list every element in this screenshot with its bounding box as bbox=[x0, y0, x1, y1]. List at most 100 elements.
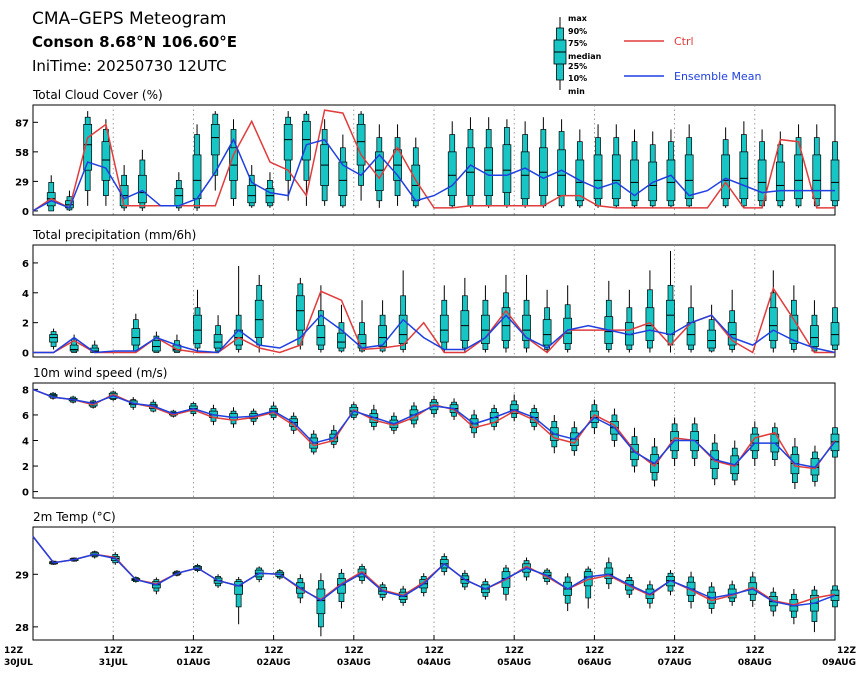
chart-title: CMA–GEPS Meteogram bbox=[32, 9, 226, 29]
x-tick-hour: 12Z bbox=[837, 646, 857, 656]
box-21 bbox=[466, 117, 475, 208]
box-13 bbox=[316, 573, 326, 637]
iqr-box bbox=[131, 328, 141, 346]
x-tick-date: 04AUG bbox=[417, 658, 451, 668]
box-22 bbox=[501, 564, 511, 601]
legend-label-4: 25% bbox=[568, 62, 587, 71]
box-6 bbox=[193, 289, 202, 353]
box-0 bbox=[46, 175, 56, 212]
iqr-box bbox=[707, 329, 716, 349]
iqr-box bbox=[810, 325, 819, 347]
iqr-box bbox=[69, 344, 79, 352]
box-26 bbox=[557, 119, 566, 208]
box-23 bbox=[509, 394, 519, 422]
y-tick-label: 0 bbox=[22, 349, 29, 360]
box-14 bbox=[320, 119, 329, 206]
box-35 bbox=[739, 121, 749, 208]
box-6 bbox=[174, 172, 184, 211]
iqr-box bbox=[794, 154, 803, 200]
panel-0: 0 29 58 87 Total Cloud Cover (%) bbox=[15, 88, 840, 218]
legend-label-5: 10% bbox=[568, 74, 587, 83]
box-15 bbox=[398, 270, 408, 353]
x-tick-date: 05AUG bbox=[497, 658, 531, 668]
iqr-box bbox=[757, 159, 767, 202]
box-23 bbox=[604, 280, 614, 353]
iqr-box bbox=[174, 188, 184, 207]
panel-title: Total Cloud Cover (%) bbox=[32, 88, 163, 102]
panel-title: 10m wind speed (m/s) bbox=[33, 366, 167, 380]
box-17 bbox=[374, 124, 384, 208]
iqr-box bbox=[812, 154, 822, 200]
box-28 bbox=[593, 124, 603, 208]
box-10 bbox=[247, 165, 257, 208]
x-tick-hour: 12Z bbox=[264, 646, 284, 656]
box-12 bbox=[283, 111, 293, 201]
panels: 0 29 58 87 Total Cloud Cover (%) 0 2 4 6 Total pr… bbox=[15, 88, 840, 641]
panel-2: 0 2 4 6 8 10m wind speed (m/s) bbox=[22, 366, 840, 499]
box-38 bbox=[830, 582, 840, 614]
iqr-box bbox=[83, 124, 93, 171]
box-5 bbox=[152, 577, 161, 595]
x-tick-date: 06AUG bbox=[577, 658, 611, 668]
iqr-box bbox=[557, 149, 566, 196]
iqr-box bbox=[193, 314, 202, 344]
x-tick-hour: 12Z bbox=[745, 646, 765, 656]
ctrl-legend-label: Ctrl bbox=[674, 35, 694, 48]
iqr-box bbox=[666, 299, 675, 335]
box-12 bbox=[337, 304, 346, 353]
panel-3: 28 29 2m Temp (°C) bbox=[15, 510, 840, 641]
iqr-box bbox=[739, 151, 749, 200]
iqr-box bbox=[775, 161, 785, 202]
x-tick-hour: 12Z bbox=[505, 646, 525, 656]
box-32 bbox=[690, 417, 700, 467]
iqr-box bbox=[254, 299, 264, 338]
iqr-box bbox=[542, 319, 552, 346]
y-tick-label: 29 bbox=[15, 570, 29, 581]
iqr-box bbox=[338, 161, 348, 196]
box-18 bbox=[393, 124, 402, 206]
box-22 bbox=[484, 117, 494, 208]
ensemble-mean-line bbox=[32, 536, 836, 607]
ensemble-mean-line bbox=[33, 314, 836, 354]
iqr-box bbox=[302, 120, 311, 161]
iqr-box bbox=[192, 154, 202, 200]
legend-label-1: 90% bbox=[568, 27, 587, 36]
x-tick-hour: 12Z bbox=[4, 646, 24, 656]
box-18 bbox=[481, 285, 490, 353]
x-tick-date: 30JUL bbox=[4, 658, 33, 668]
box-32 bbox=[810, 300, 819, 353]
iqr-box bbox=[295, 295, 305, 331]
iqr-box bbox=[481, 314, 490, 344]
box-29 bbox=[611, 124, 621, 208]
box-27 bbox=[686, 285, 696, 353]
box-9 bbox=[254, 274, 264, 353]
iqr-box bbox=[378, 325, 387, 347]
box-33 bbox=[684, 124, 694, 208]
box-24 bbox=[625, 289, 634, 353]
iqr-box bbox=[830, 159, 840, 202]
y-tick-label: 0 bbox=[22, 488, 29, 499]
location-label: Conson 8.68°N 106.60°E bbox=[32, 33, 237, 51]
box-37 bbox=[810, 585, 819, 633]
y-tick-label: 0 bbox=[22, 207, 29, 218]
iqr-box bbox=[593, 154, 603, 200]
iqr-box bbox=[721, 154, 730, 200]
y-tick-label: 29 bbox=[15, 177, 29, 188]
iqr-box bbox=[152, 340, 161, 352]
y-tick-label: 6 bbox=[22, 259, 29, 270]
iqr-box bbox=[484, 147, 494, 196]
box-7 bbox=[213, 315, 223, 353]
box-20 bbox=[522, 274, 531, 353]
iqr-box bbox=[316, 325, 326, 346]
box-23 bbox=[502, 119, 512, 208]
iqr-box bbox=[283, 124, 293, 161]
y-tick-label: 2 bbox=[22, 462, 29, 473]
box-37 bbox=[775, 131, 785, 208]
box-17 bbox=[460, 277, 470, 353]
x-tick-hour: 12Z bbox=[424, 646, 444, 656]
iqr-box bbox=[411, 164, 421, 202]
box-0 bbox=[49, 328, 58, 350]
box-25 bbox=[645, 270, 655, 353]
